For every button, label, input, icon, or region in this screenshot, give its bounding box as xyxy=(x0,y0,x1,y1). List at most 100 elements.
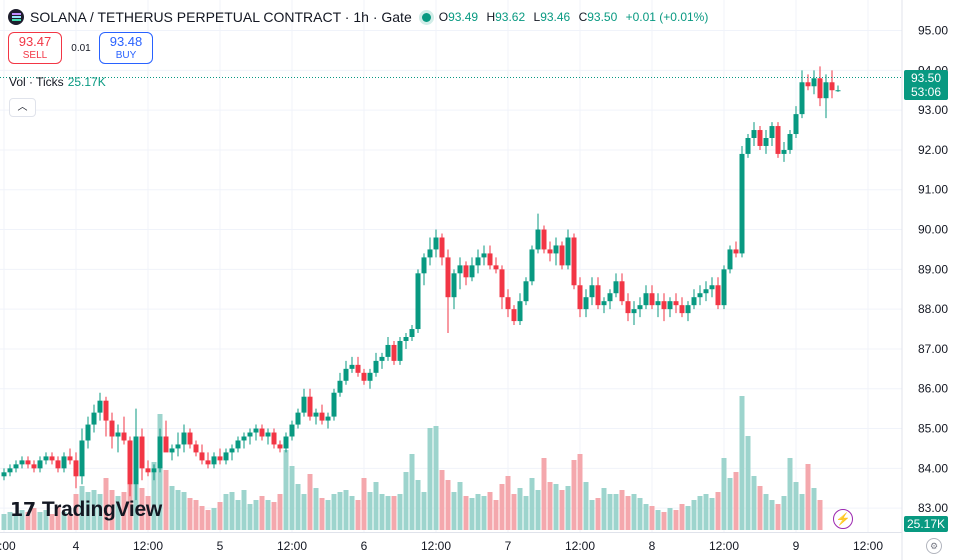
candle-body xyxy=(133,436,139,485)
candle-body xyxy=(613,281,619,294)
candle-body xyxy=(379,356,385,361)
candle-body xyxy=(247,432,253,437)
candle-body xyxy=(31,464,37,469)
volume-bar xyxy=(145,496,151,530)
price-tick-label: 93.00 xyxy=(918,103,948,117)
volume-bar xyxy=(223,494,229,530)
gear-icon[interactable]: ⚙ xyxy=(926,538,942,554)
volume-label: Vol · Ticks xyxy=(9,75,64,89)
candle-body xyxy=(181,432,187,445)
candle-body xyxy=(757,130,763,146)
time-axis[interactable]: 2:00 4 12:00 5 12:00 6 12:00 7 12:00 8 12:00 9 12:00 xyxy=(0,539,883,553)
candle-body xyxy=(349,364,355,369)
volume-bar xyxy=(139,488,145,530)
candle-body xyxy=(121,432,127,441)
volume-bar xyxy=(535,490,541,530)
tradingview-logo-icon: 𝟭𝟳 xyxy=(10,499,36,521)
volume-bar xyxy=(721,458,727,530)
volume-bar xyxy=(187,498,193,530)
candle-body xyxy=(493,265,499,270)
volume-bar xyxy=(505,476,511,530)
candle-body xyxy=(229,448,235,453)
candle-body xyxy=(211,456,217,465)
candle-body xyxy=(115,432,121,437)
volume-bar xyxy=(19,510,25,530)
volume-bar xyxy=(121,492,127,530)
candle-body xyxy=(517,301,523,322)
candle-body xyxy=(241,436,247,441)
volume-bar xyxy=(613,494,619,530)
price-tick-label: 89.00 xyxy=(918,262,948,276)
ohlc-high-key: H xyxy=(486,10,496,24)
candle-body xyxy=(535,229,541,250)
symbol-title[interactable]: SOLANA / TETHERUS PERPETUAL CONTRACT · 1… xyxy=(30,9,412,25)
volume-bar xyxy=(715,492,721,530)
volume-bar xyxy=(49,514,55,530)
volume-bar xyxy=(109,490,115,530)
candle-body xyxy=(283,436,289,449)
candle-body xyxy=(445,257,451,298)
volume-bar xyxy=(385,496,391,530)
volume-bar xyxy=(397,494,403,530)
last-price-label: 93.50 53:06 xyxy=(904,70,948,100)
candle-body xyxy=(43,456,49,461)
candle-body xyxy=(457,265,463,274)
price-tick-label: 95.00 xyxy=(918,24,948,38)
collapse-legend-button[interactable]: ︿ xyxy=(9,98,36,117)
volume-bar xyxy=(433,426,439,530)
buy-button[interactable]: 93.48 BUY xyxy=(99,32,153,64)
price-tick-label: 87.00 xyxy=(918,342,948,356)
volume-bar xyxy=(373,482,379,530)
volume-bar xyxy=(301,494,307,530)
volume-bar xyxy=(499,484,505,530)
volume-bar xyxy=(91,490,97,530)
candle-body xyxy=(325,416,331,421)
volume-bar xyxy=(457,482,463,530)
volume-bar xyxy=(751,476,757,530)
market-status-icon[interactable] xyxy=(421,12,431,22)
buy-label: BUY xyxy=(115,50,137,61)
time-tick-label: 6 xyxy=(361,539,368,553)
volume-bar xyxy=(481,496,487,530)
volume-bar xyxy=(445,480,451,530)
tradingview-logo[interactable]: 𝟭𝟳 TradingView xyxy=(10,498,162,522)
volume-bar xyxy=(469,498,475,530)
price-tick-label: 88.00 xyxy=(918,302,948,316)
candle-body xyxy=(661,301,667,310)
time-tick-label: 7 xyxy=(505,539,512,553)
volume-bar xyxy=(745,436,751,530)
volume-bar xyxy=(439,470,445,530)
candle-body xyxy=(205,460,211,465)
candle-body xyxy=(61,456,67,469)
lightning-icon[interactable]: ⚡ xyxy=(833,509,853,529)
sell-button[interactable]: 93.47 SELL xyxy=(8,32,62,64)
candle-body xyxy=(85,424,91,441)
candle-body xyxy=(595,285,601,306)
candle-body xyxy=(739,153,745,254)
candle-body xyxy=(427,249,433,258)
volume-legend[interactable]: Vol · Ticks 25.17K xyxy=(9,75,106,89)
price-tick-label: 83.00 xyxy=(918,501,948,515)
volume-bar xyxy=(259,496,265,530)
candle-body xyxy=(97,400,103,413)
candle-body xyxy=(715,285,721,306)
time-tick-label: 12:00 xyxy=(133,539,163,553)
candle-body xyxy=(619,281,625,302)
candle-body xyxy=(337,380,343,393)
candle-body xyxy=(475,257,481,266)
volume-bar xyxy=(241,490,247,530)
candle-body xyxy=(673,301,679,306)
volume-bar xyxy=(553,484,559,530)
candle-body xyxy=(565,237,571,266)
candle-body xyxy=(733,249,739,254)
price-tick-label: 85.00 xyxy=(918,422,948,436)
volume-value: 25.17K xyxy=(67,75,106,89)
volume-bar xyxy=(547,482,553,530)
volume-bar xyxy=(181,492,187,530)
time-tick-label: 12:00 xyxy=(853,539,883,553)
volume-bar xyxy=(85,492,91,530)
candle-body xyxy=(25,460,31,465)
candle-body xyxy=(361,372,367,381)
ohlc-open: 93.49 xyxy=(448,10,479,24)
